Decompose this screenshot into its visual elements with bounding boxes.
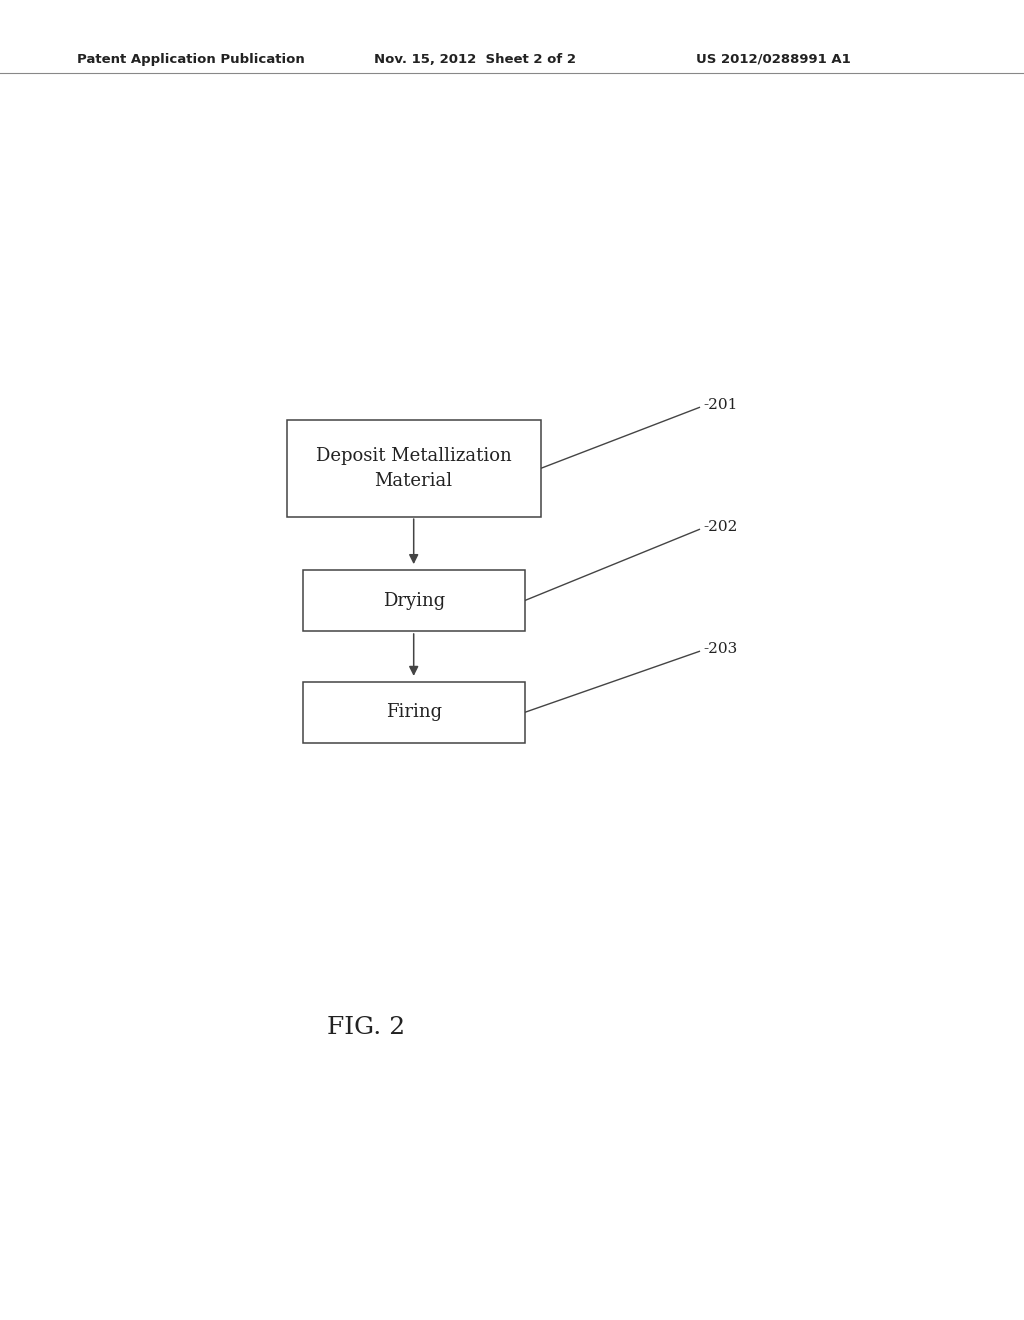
Bar [303, 682, 524, 743]
Text: FIG. 2: FIG. 2 [327, 1016, 406, 1039]
Text: Deposit Metallization
Material: Deposit Metallization Material [315, 447, 512, 490]
Text: -202: -202 [703, 520, 737, 535]
Bar [303, 570, 524, 631]
Bar [287, 420, 541, 516]
Text: Drying: Drying [383, 591, 444, 610]
Text: Firing: Firing [386, 704, 441, 721]
Text: -201: -201 [703, 399, 737, 412]
Text: -203: -203 [703, 643, 737, 656]
Text: US 2012/0288991 A1: US 2012/0288991 A1 [696, 53, 851, 66]
Text: Nov. 15, 2012  Sheet 2 of 2: Nov. 15, 2012 Sheet 2 of 2 [374, 53, 575, 66]
Text: Patent Application Publication: Patent Application Publication [77, 53, 304, 66]
